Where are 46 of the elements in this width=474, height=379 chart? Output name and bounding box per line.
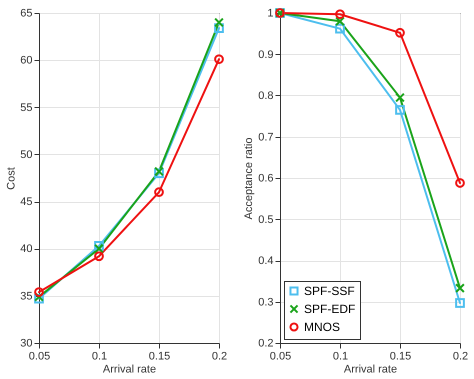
y-axis-title: Acceptance ratio [243,138,256,220]
y-tick-label: 0.6 [258,172,274,184]
y-tick-label: 0.2 [258,338,274,350]
y-tick-label: 50 [20,148,32,161]
point [395,105,405,115]
x-tick-label: 0.2 [452,350,468,362]
point [395,28,405,38]
y-tick-label: 0.8 [258,90,274,102]
x-tick-label: 0.05 [28,350,50,362]
point [94,241,104,251]
point [455,298,465,308]
y-tick-label: 1 [267,8,274,20]
x-axis-title: Arrival rate [344,364,398,376]
x-tick-label: 0.15 [148,350,170,362]
y-tick-label: 0.4 [258,255,274,267]
point [214,18,224,28]
point [455,283,465,294]
point [395,92,405,102]
y-tick-label: 60 [20,54,32,67]
x-tick-label: 0.05 [270,350,292,362]
point [335,9,345,20]
point [335,16,345,26]
legend-label: MNOS [304,320,340,334]
y-tick-label: 40 [20,243,32,256]
y-tick-label: 65 [20,8,32,20]
x-tick-label: 0.1 [92,350,108,362]
y-tick-label: 0.9 [258,48,274,61]
y-tick-label: 0.5 [258,214,274,226]
y-tick-label: 55 [20,102,32,114]
y-tick-label: 30 [20,338,32,350]
point [335,24,345,34]
y-tick-label: 35 [20,290,32,302]
point [94,251,104,262]
point [94,244,104,254]
x-tick-label: 0.2 [212,350,228,362]
legend-label: SPF-SSF [304,284,355,298]
y-axis-title: Cost [5,167,18,190]
point [154,187,164,198]
y-tick-label: 0.3 [258,296,274,308]
y-tick-label: 45 [20,196,32,208]
point [214,23,224,33]
legend-label: SPF-EDF [304,302,356,316]
x-axis-title: Arrival rate [102,364,156,376]
x-tick-label: 0.15 [390,350,412,362]
y-tick-label: 0.7 [258,131,274,144]
x-tick-label: 0.1 [332,350,348,362]
